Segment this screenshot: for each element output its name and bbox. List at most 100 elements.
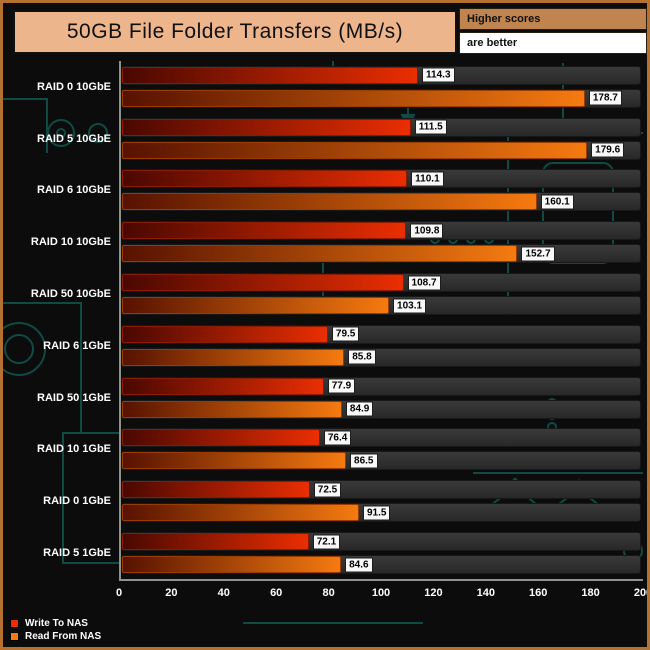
value-label: 86.5: [350, 453, 378, 469]
bar-track: 108.7: [121, 273, 641, 293]
bar-track: 111.5: [121, 117, 641, 137]
bar-track: 179.6: [121, 140, 641, 160]
bar-track: 110.1: [121, 169, 641, 189]
category-label: RAID 5 10GbE: [37, 132, 111, 145]
are-better-badge: are better: [459, 32, 647, 54]
bar-track: 77.9: [121, 376, 641, 396]
value-label: 114.3: [422, 67, 455, 83]
category-label: RAID 10 1GbE: [37, 443, 111, 456]
category-plot: 72.1 84.6: [119, 527, 643, 579]
category-group: RAID 0 1GbE 72.5 91.5: [7, 475, 643, 528]
x-tick-label: 80: [322, 587, 335, 599]
read-bar: [122, 193, 537, 211]
read-bar: [122, 141, 588, 159]
value-label: 77.9: [327, 378, 356, 394]
bar-track: 72.5: [121, 480, 641, 500]
bar-track: 84.9: [121, 399, 641, 419]
read-bar: [122, 245, 518, 263]
category-plot: 108.7 103.1: [119, 268, 643, 320]
category-group: RAID 50 1GbE 77.9 84.9: [7, 371, 643, 424]
bar-track: 79.5: [121, 324, 641, 344]
category-plot: 110.1 160.1: [119, 164, 643, 217]
x-tick-label: 160: [529, 587, 548, 599]
x-tick-label: 120: [424, 587, 443, 599]
value-label: 84.6: [345, 557, 373, 573]
bar-chart: RAID 0 10GbE 114.3 178.7 RAID 5 10GbE 111.5 1…: [7, 61, 647, 609]
write-bar: [122, 274, 404, 292]
category-plot: 111.5 179.6: [119, 112, 643, 165]
read-bar: [122, 400, 342, 418]
bar-track: 86.5: [121, 451, 641, 471]
value-label: 111.5: [414, 119, 447, 135]
category-group: RAID 50 10GbE 108.7 103.1: [7, 268, 643, 320]
category-group: RAID 5 10GbE 111.5 179.6: [7, 112, 643, 165]
bar-track: 76.4: [121, 428, 641, 448]
value-label: 103.1: [393, 298, 427, 314]
category-plot: 77.9 84.9: [119, 371, 643, 424]
category-label: RAID 50 1GbE: [37, 391, 111, 404]
value-label: 160.1: [540, 194, 574, 210]
bar-track: 178.7: [121, 88, 641, 108]
legend-label-write: Write To NAS: [25, 618, 88, 629]
category-label: RAID 10 10GbE: [30, 236, 111, 249]
category-plot: 114.3 178.7: [119, 61, 643, 113]
category-label: RAID 6 1GbE: [43, 339, 111, 352]
write-bar: [122, 325, 328, 343]
write-bar: [122, 170, 408, 188]
value-label: 178.7: [588, 90, 622, 106]
x-tick-label: 40: [217, 587, 230, 599]
bar-track: 152.7: [121, 244, 641, 264]
bar-track: 84.6: [121, 555, 641, 575]
bar-track: 114.3: [121, 65, 641, 85]
value-label: 110.1: [411, 171, 444, 187]
x-tick-label: 100: [371, 587, 391, 599]
write-bar: [122, 377, 324, 395]
write-swatch: [10, 619, 19, 628]
category-label: RAID 50 10GbE: [30, 288, 111, 301]
category-plot: 76.4 86.5: [119, 423, 643, 476]
bar-track: 85.8: [121, 347, 641, 367]
read-bar: [122, 348, 345, 366]
read-bar: [122, 452, 347, 470]
value-label: 76.4: [323, 430, 352, 446]
read-bar: [122, 504, 359, 522]
write-bar: [122, 66, 419, 84]
value-label: 85.8: [348, 349, 376, 365]
bar-track: 91.5: [121, 503, 641, 523]
category-group: RAID 10 10GbE 109.8 152.7: [7, 216, 643, 269]
read-bar: [122, 556, 342, 574]
category-group: RAID 5 1GbE 72.1 84.6: [7, 527, 643, 579]
write-bar: [122, 429, 320, 447]
x-tick-label: 140: [476, 587, 495, 599]
x-tick-label: 20: [165, 587, 178, 599]
x-tick-label: 60: [270, 587, 283, 599]
write-bar: [122, 222, 407, 240]
chart-title: 50GB File Folder Transfers (MB/s): [13, 10, 457, 54]
value-label: 84.9: [345, 401, 374, 417]
value-label: 152.7: [521, 246, 555, 262]
legend-label-read: Read From NAS: [25, 631, 102, 642]
category-group: RAID 0 10GbE 114.3 178.7: [7, 61, 643, 113]
value-label: 79.5: [331, 326, 360, 342]
write-bar: [122, 481, 310, 499]
category-label: RAID 5 1GbE: [43, 547, 111, 560]
chart-rows: RAID 0 10GbE 114.3 178.7 RAID 5 10GbE 111.5 1…: [7, 61, 643, 579]
write-bar: [122, 533, 309, 551]
category-label: RAID 6 10GbE: [37, 184, 111, 197]
x-tick-label: 180: [581, 587, 600, 599]
x-tick-label: 0: [115, 587, 123, 599]
category-plot: 79.5 85.8: [119, 319, 643, 372]
category-plot: 109.8 152.7: [119, 216, 643, 269]
read-bar: [122, 297, 390, 315]
read-swatch: [10, 632, 19, 641]
value-label: 108.7: [407, 275, 441, 291]
value-label: 72.1: [312, 534, 341, 550]
x-tick-label: 200: [633, 587, 647, 599]
bar-track: 103.1: [121, 296, 641, 316]
x-axis: 0 20 40 60 80 100 120 140 160 180 200: [115, 579, 647, 609]
bar-track: 109.8: [121, 221, 641, 241]
category-plot: 72.5 91.5: [119, 475, 643, 528]
value-label: 91.5: [362, 505, 391, 521]
bar-track: 72.1: [121, 532, 641, 552]
